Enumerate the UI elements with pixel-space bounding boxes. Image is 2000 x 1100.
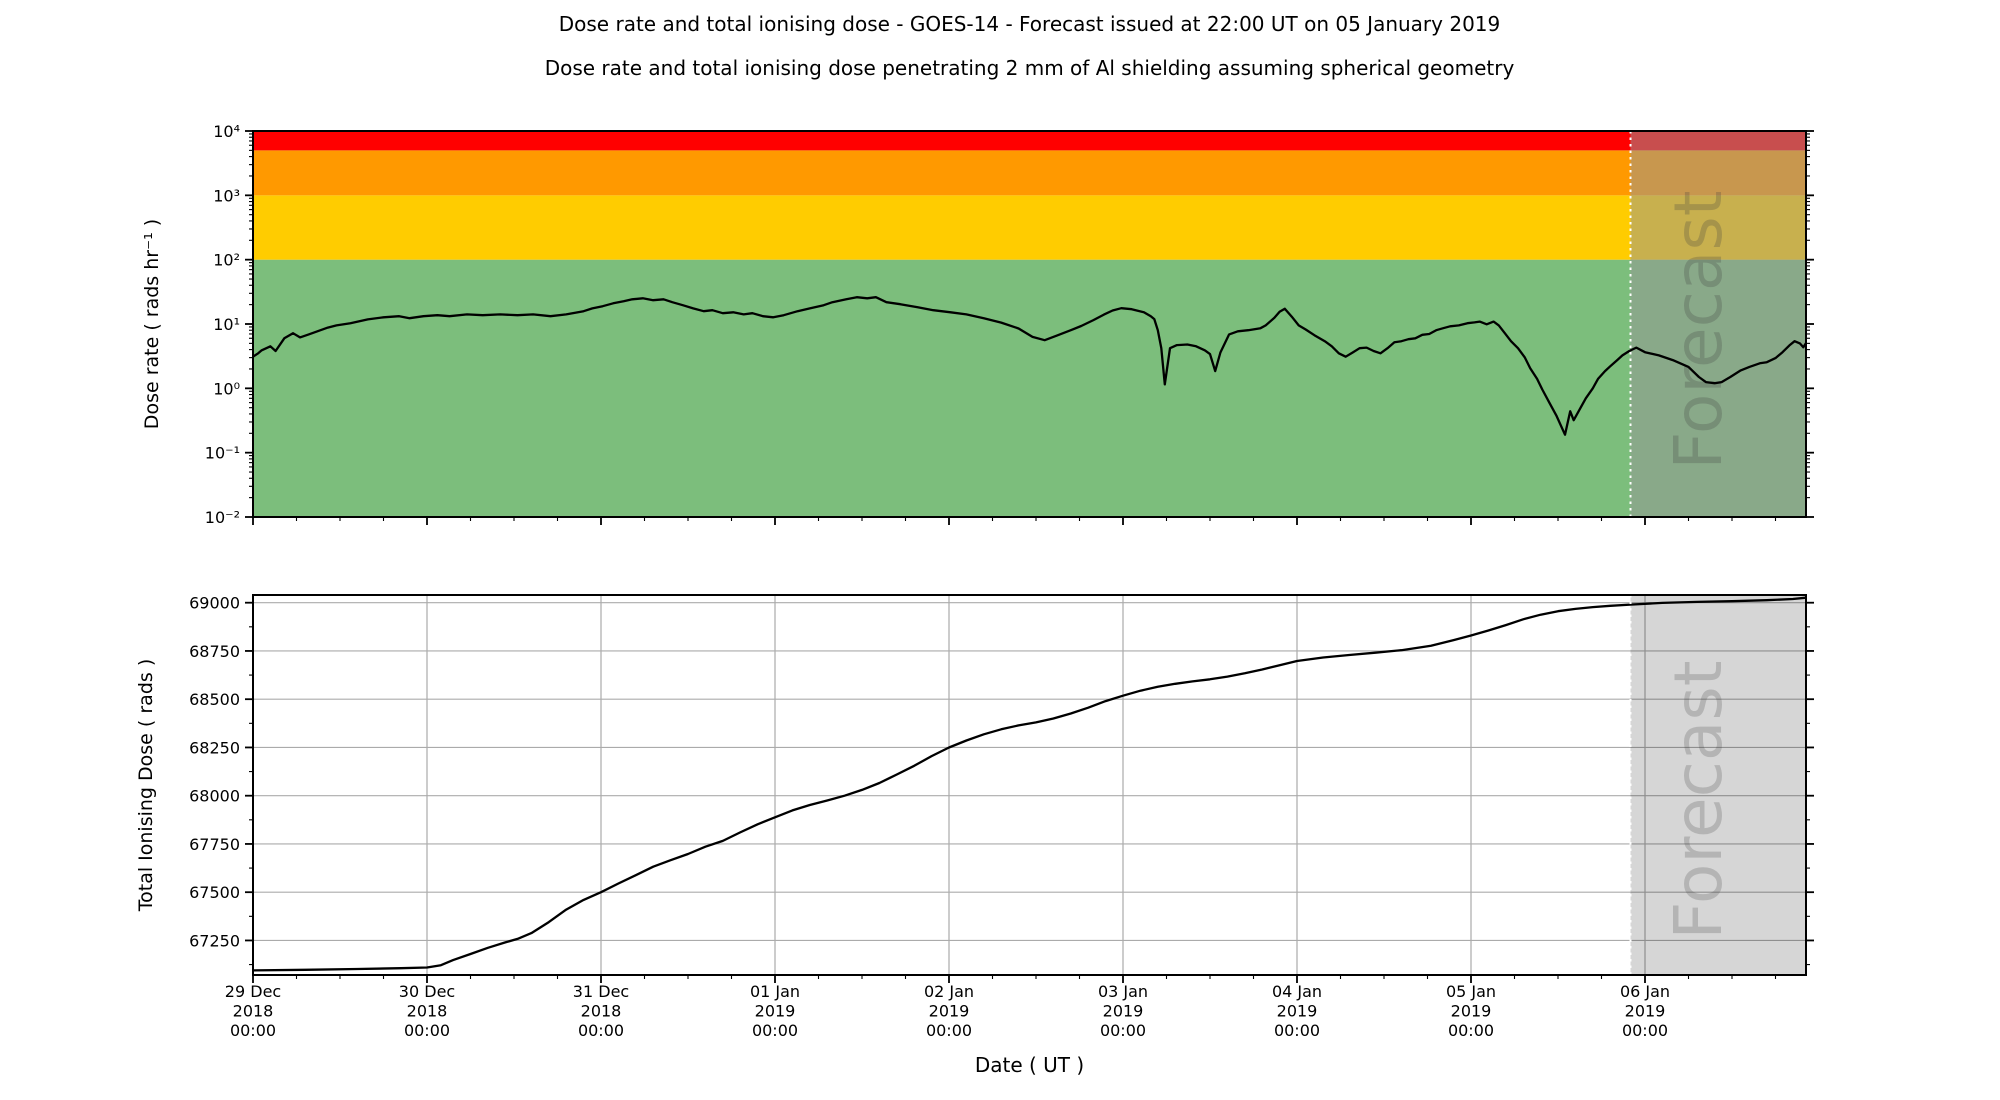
- x-tick-label: 2019: [929, 1002, 970, 1021]
- dose-rate-y-ticks: [245, 130, 1814, 518]
- dose-rate-curve: [252, 296, 1807, 436]
- x-tick-label: 2019: [1451, 1002, 1492, 1021]
- forecast-watermark-bottom: Forecast: [1660, 660, 1737, 939]
- x-tick-label: 00:00: [404, 1021, 450, 1040]
- y-tick-label: 10²: [213, 251, 240, 270]
- chart-title: Dose rate and total ionising dose - GOES…: [558, 12, 1501, 36]
- y-tick-label: 10⁻²: [205, 508, 240, 527]
- x-tick-label: 00:00: [926, 1021, 972, 1040]
- x-tick-label: 00:00: [1100, 1021, 1146, 1040]
- x-tick-label: 31 Dec: [573, 982, 629, 1001]
- y-tick-label: 10⁰: [213, 379, 240, 398]
- x-tick-label: 00:00: [752, 1021, 798, 1040]
- x-axis-label: Date ( UT ): [975, 1053, 1084, 1077]
- x-tick-label: 2019: [1103, 1002, 1144, 1021]
- x-tick-label: 2018: [581, 1002, 622, 1021]
- total-dose-y-ticks: [245, 601, 1814, 966]
- forecast-region-bottom: [1630, 595, 1806, 975]
- y-tick-label: 10⁴: [213, 122, 240, 141]
- x-tick-label: 2019: [1625, 1002, 1666, 1021]
- x-tick-label: 02 Jan: [924, 982, 974, 1001]
- x-tick-label: 01 Jan: [750, 982, 800, 1001]
- y-tick-label: 10⁻¹: [205, 444, 240, 463]
- y-tick-label: 67750: [189, 835, 240, 854]
- y-tick-label: 10³: [213, 186, 240, 205]
- y-tick-label: 68000: [189, 787, 240, 806]
- panel-frame-bottom: [252, 594, 1807, 976]
- chart-subtitle: Dose rate and total ionising dose penetr…: [544, 56, 1515, 80]
- band-green: [253, 259, 1806, 517]
- x-tick-label: 04 Jan: [1272, 982, 1322, 1001]
- x-tick-label: 05 Jan: [1446, 982, 1496, 1001]
- x-tick-label: 2019: [1277, 1002, 1318, 1021]
- x-tick-label: 00:00: [1274, 1021, 1320, 1040]
- x-tick-label: 00:00: [230, 1021, 276, 1040]
- x-tick-label: 00:00: [1622, 1021, 1668, 1040]
- total-dose-curve: [252, 596, 1807, 972]
- y-axis-label-top: Dose rate ( rads hr⁻¹ ): [141, 219, 163, 429]
- y-tick-label: 68750: [189, 642, 240, 661]
- band-red: [253, 131, 1806, 151]
- x-tick-label: 06 Jan: [1620, 982, 1670, 1001]
- x-tick-label: 2019: [755, 1002, 796, 1021]
- forecast-region-top: [1630, 131, 1806, 517]
- dose-rate-panel: Forecast 10⁴ 10³ 10² 10¹ 10⁰ 10⁻¹ 10⁻² Dose rate…: [141, 122, 1814, 527]
- forecast-watermark-top: Forecast: [1660, 190, 1737, 469]
- x-tick-label: 03 Jan: [1098, 982, 1148, 1001]
- band-orange: [253, 150, 1806, 196]
- y-tick-label: 67250: [189, 931, 240, 950]
- y-tick-label: 68250: [189, 738, 240, 757]
- x-tick-label: 30 Dec: [399, 982, 455, 1001]
- x-tick-label: 2018: [407, 1002, 448, 1021]
- band-yellow: [253, 195, 1806, 260]
- y-tick-label: 67500: [189, 883, 240, 902]
- y-tick-label: 68500: [189, 690, 240, 709]
- x-tick-label: 00:00: [1448, 1021, 1494, 1040]
- y-axis-label-bottom: Total Ionising Dose ( rads ): [135, 659, 157, 912]
- y-tick-label: 69000: [189, 594, 240, 613]
- total-dose-panel: Forecast 69000 68750 68500 68250 68000 67750 67…: [135, 594, 1814, 1077]
- x-tick-label: 2018: [233, 1002, 274, 1021]
- y-tick-label: 10¹: [213, 315, 240, 334]
- x-tick-label: 29 Dec: [225, 982, 281, 1001]
- dose-rate-x-ticks: [252, 517, 1777, 525]
- gridlines: [253, 595, 1806, 975]
- x-tick-label: 00:00: [578, 1021, 624, 1040]
